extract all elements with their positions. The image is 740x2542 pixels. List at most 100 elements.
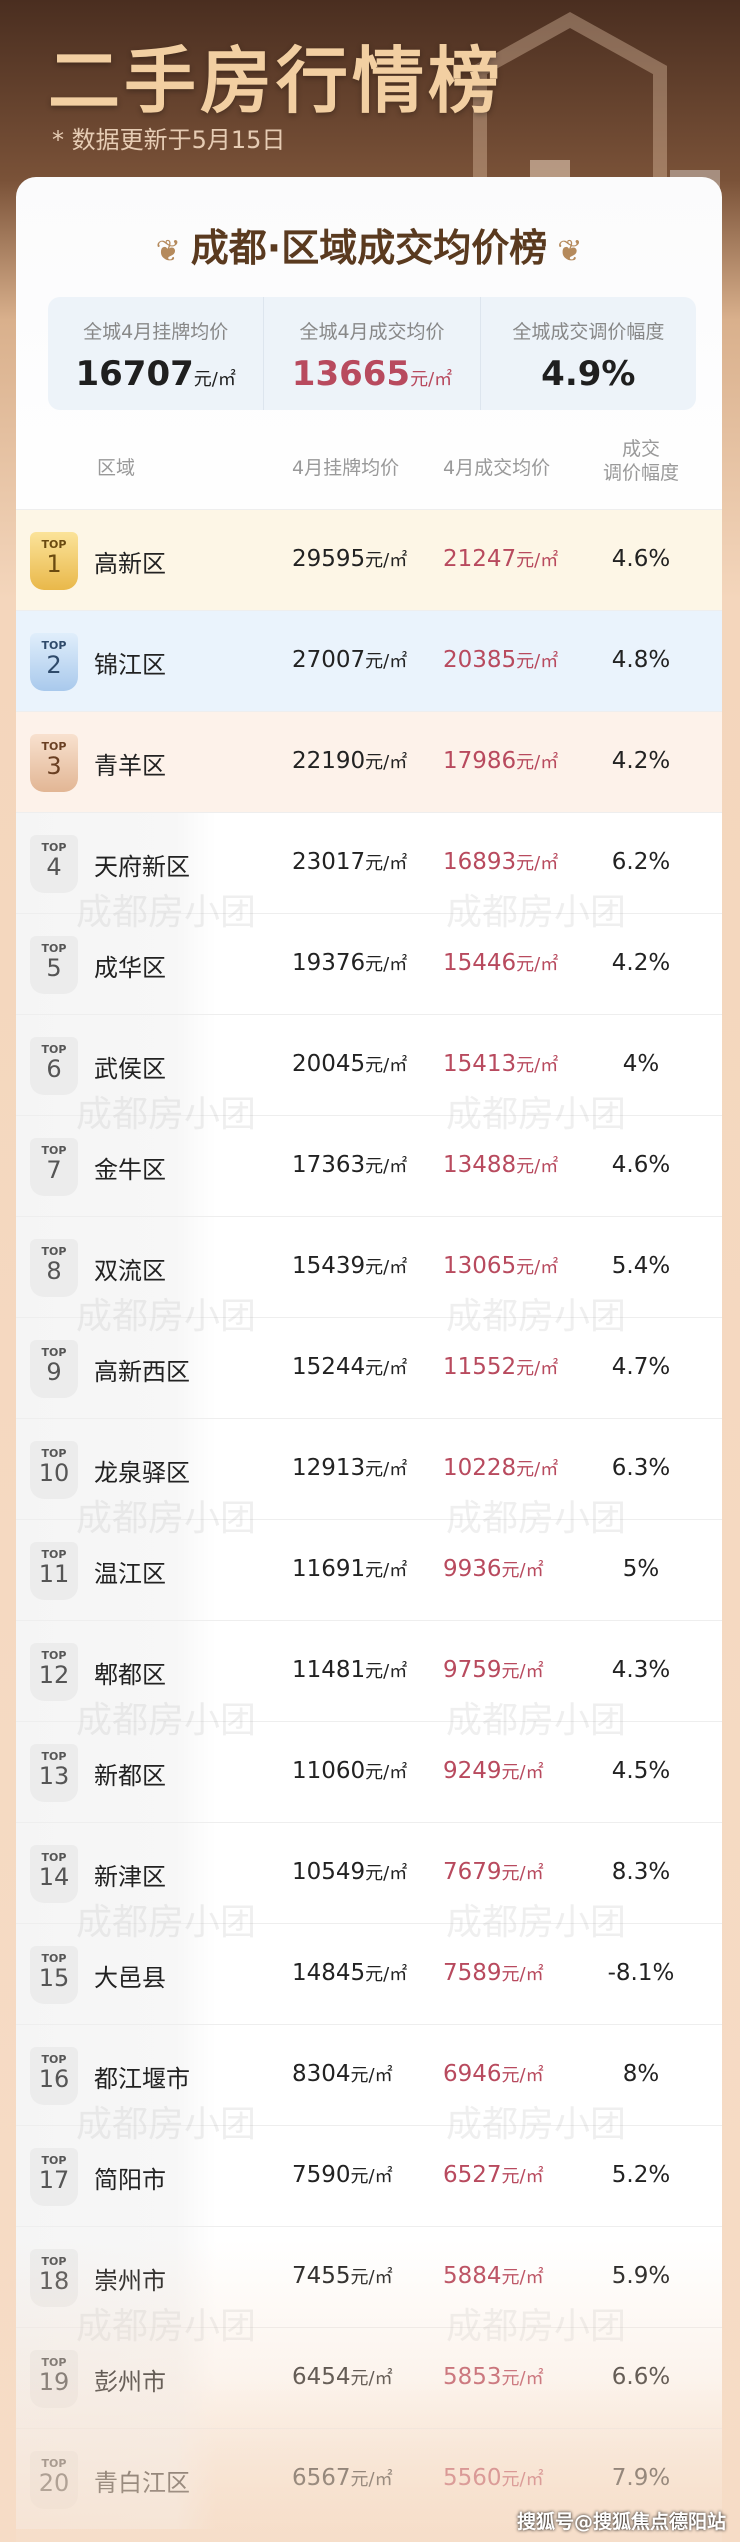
laurel-left-icon: ❦ <box>155 234 181 269</box>
rank-badge: TOP 17 <box>30 2148 78 2206</box>
deal-price: 5560元/㎡ <box>443 2465 544 2491</box>
summary-label: 全城成交调价幅度 <box>512 321 665 343</box>
unit: 元/㎡ <box>350 2065 393 2086</box>
unit: 元/㎡ <box>365 1055 408 1076</box>
badge-rank: 8 <box>46 1257 62 1285</box>
unit: 元/㎡ <box>501 1661 544 1682</box>
summary-number: 4.9% <box>541 354 636 394</box>
deal-value: 11552 <box>443 1354 517 1380</box>
card-heading-text: 成都·区域成交均价榜 <box>190 226 548 270</box>
rank-badge: TOP 20 <box>30 2451 78 2509</box>
region-name: 龙泉驿区 <box>94 1459 190 1487</box>
unit: 元/㎡ <box>516 752 559 773</box>
listing-value: 11691 <box>292 1556 366 1582</box>
unit: 元/㎡ <box>365 550 408 571</box>
price-change: 8.3% <box>611 1859 671 1885</box>
unit: 元/㎡ <box>501 1863 544 1884</box>
summary-number: 16707 <box>75 354 194 394</box>
deal-value: 5853 <box>443 2364 502 2390</box>
table-row: TOP 18 崇州市 7455元/㎡ 5884元/㎡ 5.9% <box>16 2226 722 2327</box>
deal-value: 9759 <box>443 1657 502 1683</box>
unit: 元/㎡ <box>501 2469 544 2490</box>
region-name: 武侯区 <box>94 1055 166 1083</box>
price-change: 4.5% <box>611 1758 671 1784</box>
badge-rank: 13 <box>38 1762 70 1790</box>
listing-price: 11060元/㎡ <box>292 1758 407 1784</box>
region-name: 简阳市 <box>94 2166 166 2194</box>
badge-rank: 12 <box>38 1661 70 1689</box>
listing-value: 10549 <box>292 1859 366 1885</box>
deal-value: 7679 <box>443 1859 502 1885</box>
listing-price: 11691元/㎡ <box>292 1556 407 1582</box>
rank-badge: TOP 18 <box>30 2249 78 2307</box>
deal-price: 15446元/㎡ <box>443 950 558 976</box>
region-name: 都江堰市 <box>94 2065 190 2093</box>
badge-rank: 14 <box>38 1863 70 1891</box>
summary-value: 4.9% <box>481 354 696 394</box>
rank-badge: TOP 3 <box>30 734 78 792</box>
unit: 元/㎡ <box>516 1055 559 1076</box>
listing-value: 20045 <box>292 1051 366 1077</box>
listing-price: 10549元/㎡ <box>292 1859 407 1885</box>
rank-badge: TOP 7 <box>30 1138 78 1196</box>
unit: 元/㎡ <box>350 2469 393 2490</box>
price-change: 6.3% <box>611 1455 671 1481</box>
listing-value: 15439 <box>292 1253 366 1279</box>
summary-unit: 元/㎡ <box>410 369 453 390</box>
unit: 元/㎡ <box>365 1257 408 1278</box>
listing-price: 15439元/㎡ <box>292 1253 407 1279</box>
region-name: 温江区 <box>94 1560 166 1588</box>
unit: 元/㎡ <box>365 651 408 672</box>
unit: 元/㎡ <box>501 1964 544 1985</box>
summary-item: 全城成交调价幅度 4.9% <box>479 297 696 410</box>
badge-top: TOP <box>41 2053 67 2066</box>
summary-unit: 元/㎡ <box>193 369 236 390</box>
deal-value: 17986 <box>443 748 517 774</box>
table-row: TOP 7 金牛区 17363元/㎡ 13488元/㎡ 4.6% <box>16 1115 722 1216</box>
deal-price: 13065元/㎡ <box>443 1253 558 1279</box>
rank-badge: TOP 8 <box>30 1239 78 1297</box>
deal-price: 7679元/㎡ <box>443 1859 544 1885</box>
deal-price: 6527元/㎡ <box>443 2162 544 2188</box>
deal-price: 9249元/㎡ <box>443 1758 544 1784</box>
table-row: TOP 8 双流区 15439元/㎡ 13065元/㎡ 5.4% <box>16 1216 722 1317</box>
unit: 元/㎡ <box>516 1459 559 1480</box>
badge-rank: 16 <box>38 2065 70 2093</box>
update-note: * 数据更新于5月15日 <box>52 126 286 154</box>
laurel-right-icon: ❦ <box>557 234 583 269</box>
table-row: TOP 3 青羊区 22190元/㎡ 17986元/㎡ 4.2% <box>16 711 722 812</box>
unit: 元/㎡ <box>501 2368 544 2389</box>
listing-value: 22190 <box>292 748 366 774</box>
region-name: 大邑县 <box>94 1964 166 1992</box>
unit: 元/㎡ <box>365 1459 408 1480</box>
listing-value: 17363 <box>292 1152 366 1178</box>
price-change: 4.3% <box>611 1657 671 1683</box>
listing-value: 12913 <box>292 1455 366 1481</box>
listing-value: 7455 <box>292 2263 351 2289</box>
badge-top: TOP <box>41 639 67 652</box>
table-row: TOP 6 武侯区 20045元/㎡ 15413元/㎡ 4% <box>16 1014 722 1115</box>
listing-price: 17363元/㎡ <box>292 1152 407 1178</box>
table-row: TOP 16 都江堰市 8304元/㎡ 6946元/㎡ 8% <box>16 2024 722 2125</box>
price-change: 6.2% <box>611 849 671 875</box>
deal-price: 5853元/㎡ <box>443 2364 544 2390</box>
badge-rank: 7 <box>46 1156 62 1184</box>
table-row: TOP 14 新津区 10549元/㎡ 7679元/㎡ 8.3% <box>16 1822 722 1923</box>
listing-value: 11481 <box>292 1657 366 1683</box>
column-headers: 区域 4月挂牌均价 4月成交均价 成交 调价幅度 <box>16 437 722 497</box>
deal-value: 6527 <box>443 2162 502 2188</box>
deal-value: 5560 <box>443 2465 502 2491</box>
unit: 元/㎡ <box>365 1358 408 1379</box>
summary-item: 全城4月成交均价 13665元/㎡ <box>263 297 479 410</box>
table-row: TOP 5 成华区 19376元/㎡ 15446元/㎡ 4.2% <box>16 913 722 1014</box>
rank-badge: TOP 11 <box>30 1542 78 1600</box>
listing-value: 11060 <box>292 1758 366 1784</box>
unit: 元/㎡ <box>365 1661 408 1682</box>
col-deal: 4月成交均价 <box>443 457 551 479</box>
listing-value: 29595 <box>292 546 366 572</box>
unit: 元/㎡ <box>501 2065 544 2086</box>
rank-badge: TOP 19 <box>30 2350 78 2408</box>
badge-top: TOP <box>41 740 67 753</box>
listing-price: 7455元/㎡ <box>292 2263 393 2289</box>
badge-top: TOP <box>41 1548 67 1561</box>
